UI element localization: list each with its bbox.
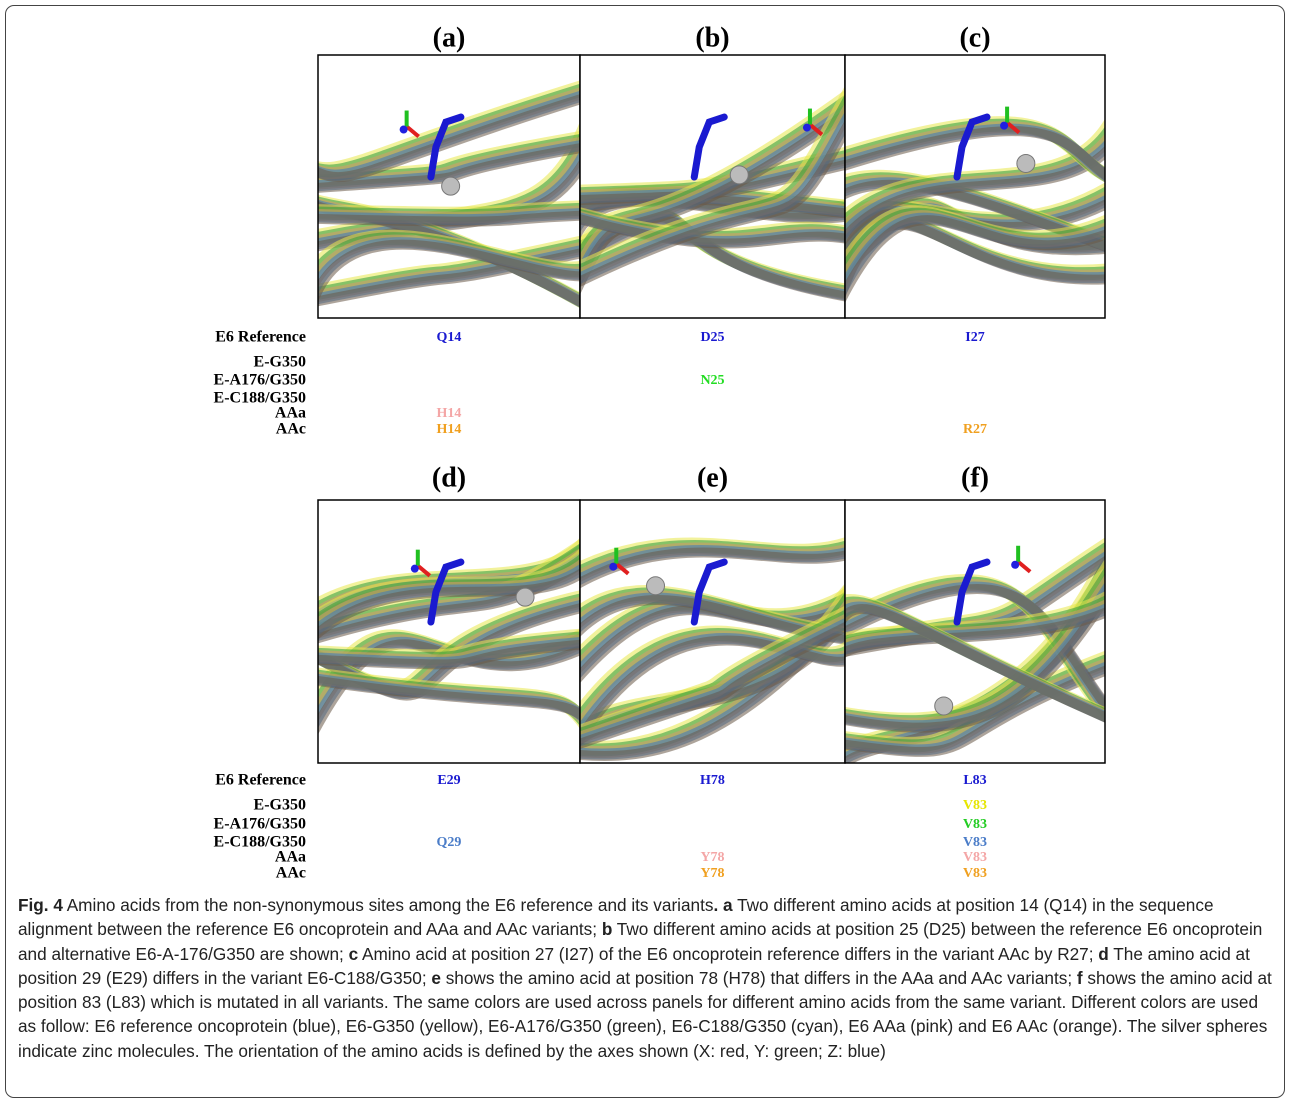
panel-label: (d)	[432, 462, 466, 493]
panel-image	[825, 500, 1137, 770]
caption-text: Amino acid at position 27 (I27) of the E…	[358, 944, 1098, 964]
panel-label: (a)	[433, 22, 466, 53]
zinc-sphere	[647, 577, 665, 595]
amino-acid: Q14	[437, 330, 462, 345]
axis-z	[1000, 122, 1008, 130]
panel-image	[825, 55, 1137, 318]
axis-z	[609, 563, 617, 571]
caption-text: c	[349, 944, 359, 964]
row-label: E-A176/G350	[214, 816, 306, 833]
figure: (a) (b) (c) (d) (e) (f) E6 Reference Q14 D25 I27 E…	[0, 0, 1293, 892]
amino-acid: I27	[965, 330, 984, 345]
amino-acid: Y78	[700, 850, 724, 865]
caption-text: e	[431, 968, 441, 988]
amino-acid: V83	[963, 866, 987, 881]
panel-image	[298, 55, 612, 319]
amino-acid: Q29	[437, 835, 462, 850]
amino-acid: H14	[437, 406, 462, 421]
caption-text: a	[723, 895, 733, 915]
row-label: E6 Reference	[215, 772, 306, 789]
caption-text: shows the amino acid at position 78 (H78…	[441, 968, 1077, 988]
panel-label: (f)	[961, 462, 989, 493]
row-label: E-G350	[254, 354, 306, 371]
row-label: E-G350	[254, 797, 306, 814]
panel-image	[560, 55, 877, 318]
row-label: AAc	[276, 865, 306, 882]
amino-acid: V83	[963, 850, 987, 865]
panel-image	[298, 500, 612, 763]
axis-z	[803, 124, 811, 132]
amino-acid: D25	[700, 330, 724, 345]
panel-label: (b)	[695, 22, 729, 53]
axis-z	[1011, 561, 1019, 569]
caption-text: Fig. 4	[18, 895, 63, 915]
row-label: E6 Reference	[215, 329, 306, 346]
amino-acid: V83	[963, 835, 987, 850]
amino-acid: Y78	[700, 866, 724, 881]
row-label: AAc	[276, 421, 306, 438]
zinc-sphere	[1017, 154, 1035, 172]
panel-image	[560, 500, 877, 763]
row-label: E-A176/G350	[214, 372, 306, 389]
caption-text: b	[602, 919, 613, 939]
amino-acid: L83	[963, 773, 986, 788]
caption-text: Amino acids from the non-synonymous site…	[63, 895, 714, 915]
amino-acid: N25	[700, 373, 724, 388]
row-label: AAa	[275, 405, 306, 422]
amino-acid: H14	[437, 422, 462, 437]
caption: Fig. 4 Amino acids from the non-synonymo…	[18, 893, 1276, 1063]
amino-acid: H78	[700, 773, 725, 788]
panel-label: (e)	[697, 462, 728, 493]
amino-acid: R27	[963, 422, 987, 437]
amino-acid: V83	[963, 817, 987, 832]
zinc-sphere	[730, 166, 748, 184]
zinc-sphere	[442, 177, 460, 195]
caption-text: d	[1098, 944, 1109, 964]
axis-z	[411, 565, 419, 573]
axis-z	[400, 126, 408, 134]
zinc-sphere	[935, 697, 953, 715]
zinc-sphere	[516, 588, 534, 606]
row-label: AAa	[275, 849, 306, 866]
panel-label: (c)	[959, 22, 990, 53]
amino-acid: E29	[437, 773, 460, 788]
amino-acid: V83	[963, 798, 987, 813]
